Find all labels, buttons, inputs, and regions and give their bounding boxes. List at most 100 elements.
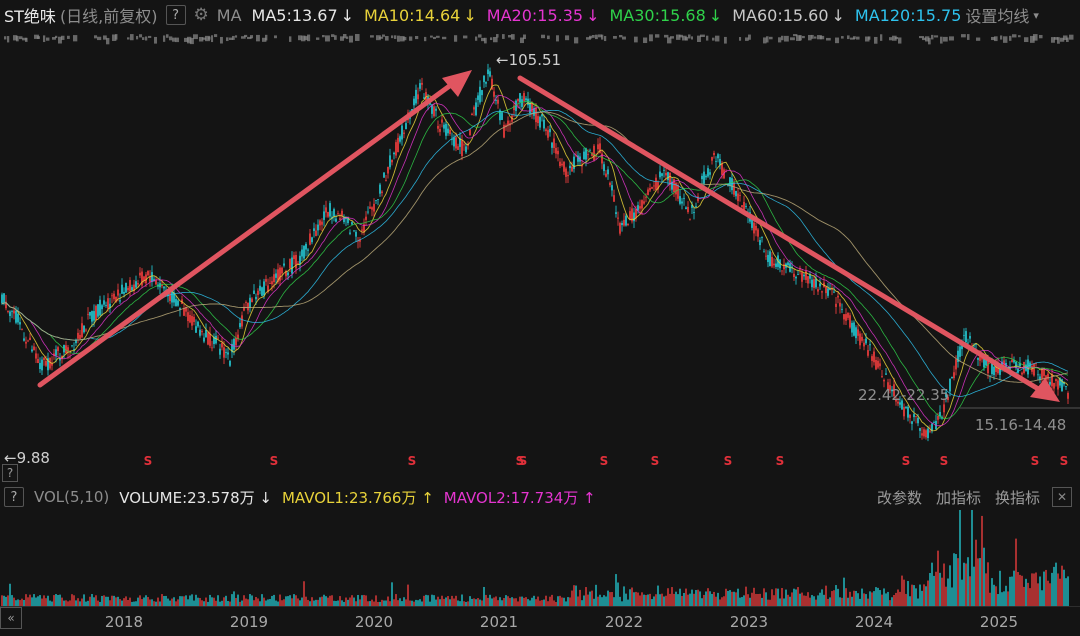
candle-body: [211, 347, 213, 349]
candle-body: [733, 182, 735, 195]
volume-bar: [253, 600, 255, 606]
volume-bar: [553, 600, 555, 606]
candle-body: [1049, 381, 1051, 385]
add-indicator-button[interactable]: 加指标: [935, 488, 981, 507]
candle-body: [545, 129, 547, 132]
volume-bar: [691, 589, 693, 606]
close-icon[interactable]: ✕: [1052, 487, 1072, 507]
volume-bar: [637, 592, 639, 606]
candle-body: [9, 311, 11, 317]
candle-body: [573, 156, 575, 169]
volume-bar: [61, 597, 63, 606]
ma-item-5[interactable]: MA120:15.75: [855, 6, 961, 25]
ma-settings-button[interactable]: 设置均线: [965, 7, 1030, 26]
candle-body: [851, 322, 853, 333]
volume-bar: [307, 599, 309, 606]
candle-body: [1021, 372, 1023, 375]
volume-bar: [125, 596, 127, 606]
price-chart[interactable]: S S S SS S S S S S S S S: [0, 45, 1080, 465]
volume-bar: [741, 597, 743, 606]
volume-bar: [869, 591, 871, 606]
candle-body: [277, 269, 279, 283]
ma-item-4[interactable]: MA60:15.60 ↓: [732, 6, 845, 25]
ma-item-1[interactable]: MA10:14.64 ↓: [364, 6, 477, 25]
chevron-down-icon[interactable]: ▾: [1033, 8, 1039, 22]
volume-help-button[interactable]: ?: [4, 487, 24, 507]
volume-bar: [979, 558, 981, 606]
candle-body: [807, 276, 809, 284]
volume-chart[interactable]: [0, 510, 1080, 606]
candle-body: [711, 157, 713, 161]
ma-item-2[interactable]: MA20:15.35 ↓: [487, 6, 600, 25]
volume-bar: [535, 599, 537, 606]
candle-body: [919, 428, 921, 431]
edit-params-button[interactable]: 改参数: [876, 488, 922, 507]
candle-body: [517, 98, 519, 102]
candle-body: [451, 139, 453, 140]
volume-bar: [225, 595, 227, 606]
volume-bar: [101, 595, 103, 606]
candle-body: [389, 155, 391, 168]
candle-body: [273, 274, 275, 283]
volume-bar: [77, 598, 79, 606]
volume-bar: [295, 595, 297, 606]
candle-body: [169, 292, 171, 302]
candle-body: [367, 211, 369, 213]
candle-body: [759, 240, 761, 246]
volume-bar: [623, 586, 625, 606]
volume-bar: [983, 547, 985, 606]
ma-line: [1, 100, 1069, 420]
candle-body: [947, 396, 949, 400]
candle-body: [143, 276, 145, 281]
collapse-icon[interactable]: «: [0, 607, 22, 629]
volume-bar: [1067, 576, 1069, 606]
volume-bar: [159, 601, 161, 606]
candle-body: [265, 279, 267, 282]
volume-bar: [997, 594, 999, 606]
volume-bar: [493, 597, 495, 606]
stock-name[interactable]: ST绝味: [4, 7, 56, 26]
candle-body: [693, 212, 695, 213]
candle-body: [471, 113, 473, 116]
switch-indicator-button[interactable]: 换指标: [994, 488, 1040, 507]
candle-body: [567, 174, 569, 177]
volume-bar: [593, 598, 595, 606]
volume-bar: [85, 601, 87, 606]
volume-bar: [871, 592, 873, 606]
volume-bar: [73, 595, 75, 606]
help-button[interactable]: ?: [165, 5, 186, 25]
volume-bar: [1021, 575, 1023, 606]
candle-body: [481, 90, 483, 96]
volume-bar: [265, 600, 267, 606]
gear-icon[interactable]: ⚙: [193, 5, 209, 25]
ma-item-0[interactable]: MA5:13.67 ↓: [252, 6, 355, 25]
ma-item-3[interactable]: MA30:15.68 ↓: [609, 6, 722, 25]
volume-bar: [541, 600, 543, 606]
candle-body: [755, 225, 757, 231]
volume-bar: [453, 598, 455, 606]
volume-bar: [149, 599, 151, 606]
volume-bar: [261, 594, 263, 606]
candle-body: [1065, 386, 1067, 387]
volume-bar: [137, 597, 139, 606]
side-help-button[interactable]: ?: [2, 464, 18, 482]
volume-bar: [569, 597, 571, 606]
candle-body: [235, 337, 237, 346]
candle-body: [393, 152, 395, 155]
candle-body: [77, 332, 79, 339]
volume-bar: [401, 601, 403, 606]
candle-body: [479, 86, 481, 103]
ma-line: [1, 109, 1069, 398]
volume-bar: [311, 597, 313, 606]
volume-bar: [303, 581, 305, 606]
volume-bar: [1037, 583, 1039, 606]
volume-bar: [789, 596, 791, 606]
volume-bar: [517, 601, 519, 606]
volume-bar: [909, 596, 911, 606]
candle-body: [735, 190, 737, 197]
candle-body: [791, 266, 793, 268]
volume-bar: [971, 510, 973, 606]
candle-body: [297, 263, 299, 265]
volume-bar: [771, 589, 773, 606]
candle-body: [855, 327, 857, 339]
